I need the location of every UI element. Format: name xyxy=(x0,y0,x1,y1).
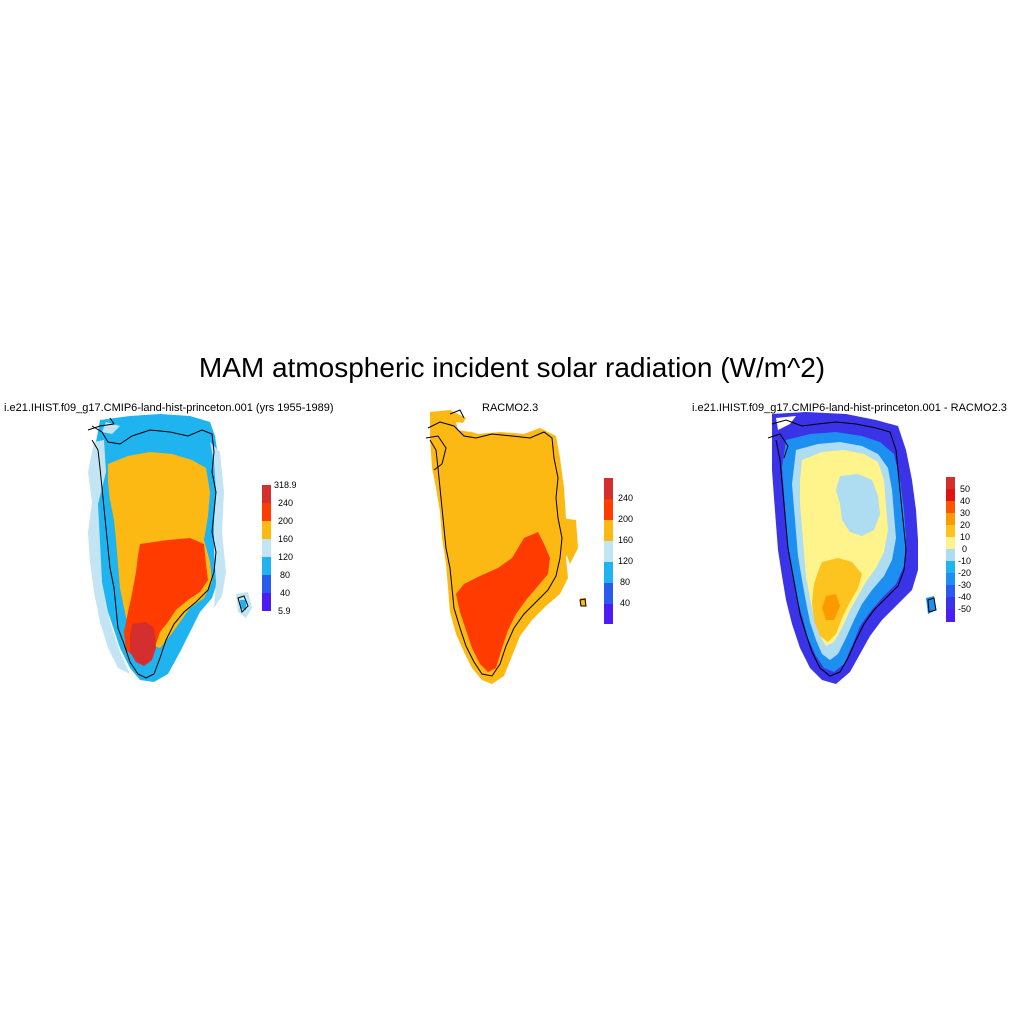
colorbar-diff-tick: -10 xyxy=(958,556,972,566)
colorbar-obs-tick: 80 xyxy=(620,577,631,587)
map-model xyxy=(87,414,252,682)
colorbar-obs-tick: 40 xyxy=(620,598,631,608)
colorbar-diff-tick: -30 xyxy=(958,580,972,590)
map-obs xyxy=(425,409,587,684)
colorbar-diff-swatch xyxy=(946,597,955,609)
colorbar-diff-tick: 40 xyxy=(960,496,971,506)
map-diff xyxy=(767,412,937,684)
colorbar-diff-swatch xyxy=(946,573,955,585)
colorbar-obs-tick: 240 xyxy=(618,493,634,503)
figure-title: MAM atmospheric incident solar radiation… xyxy=(198,352,826,383)
map-model-light-fringe xyxy=(88,440,130,674)
panel-title-model: i.e21.IHIST.f09_g17.CMIP6-land-hist-prin… xyxy=(4,402,334,414)
colorbar-obs-tick: 200 xyxy=(618,514,634,524)
colorbar-model-swatch xyxy=(262,521,271,539)
panel-title-diff: i.e21.IHIST.f09_g17.CMIP6-land-hist-prin… xyxy=(692,402,1007,414)
colorbar-obs-swatch xyxy=(604,541,613,562)
colorbar-obs-swatch xyxy=(604,499,613,520)
colorbar-model-swatch xyxy=(262,485,271,503)
colorbar-diff-swatch xyxy=(946,561,955,573)
colorbar-model-swatch xyxy=(262,503,271,521)
colorbar-model-swatch xyxy=(262,593,271,611)
colorbar-obs-tick: 120 xyxy=(618,556,634,566)
colorbar-model-tick: 40 xyxy=(280,588,291,598)
colorbar-model-tick: 318.9 xyxy=(274,480,297,490)
colorbar-obs-swatch xyxy=(604,604,613,624)
colorbar-diff-swatch xyxy=(946,525,955,537)
colorbar-model-tick: 80 xyxy=(280,570,291,580)
map-obs-coastline xyxy=(427,421,563,677)
map-obs-red-region xyxy=(456,532,550,672)
colorbar-model-swatch xyxy=(262,575,271,593)
colorbar-diff-tick: 30 xyxy=(960,508,971,518)
colorbar-diff-swatch xyxy=(946,585,955,597)
colorbar-diff-tick: 0 xyxy=(962,544,968,554)
colorbar-model-swatch xyxy=(262,557,271,575)
colorbar-diff-swatch xyxy=(946,513,955,525)
colorbar-diff-swatch xyxy=(946,501,955,513)
colorbar-diff-swatch xyxy=(946,537,955,549)
colorbar-obs-swatch xyxy=(604,520,613,541)
colorbar-model-swatch xyxy=(262,539,271,557)
colorbar-diff-tick: -20 xyxy=(958,568,972,578)
colorbar-diff-tick: -40 xyxy=(958,592,972,602)
colorbar-model-tick: 240 xyxy=(278,498,294,508)
colorbar-diff-swatch xyxy=(946,549,955,561)
colorbar-model-tick: 5.9 xyxy=(278,606,291,616)
colorbar-diff-swatch xyxy=(946,609,955,622)
colorbar-obs-tick: 160 xyxy=(618,535,634,545)
colorbar-diff-tick: 50 xyxy=(960,484,971,494)
map-diff-core xyxy=(836,474,880,536)
colorbar-diff-swatch xyxy=(946,489,955,501)
colorbar-obs-swatch xyxy=(604,583,613,604)
map-diff-coastline xyxy=(771,419,907,677)
colorbar-obs-swatch xyxy=(604,478,613,499)
colorbar-diff: 50 40 30 20 10 0 -10 -20 -30 -40 -50 xyxy=(946,477,986,623)
panel-title-obs: RACMO2.3 xyxy=(482,402,539,414)
colorbar-obs: 240 200 160 120 80 40 xyxy=(604,478,644,624)
colorbar-diff-tick: 10 xyxy=(960,532,971,542)
colorbar-obs-swatch xyxy=(604,562,613,583)
map-model-darkred-region xyxy=(130,622,156,666)
colorbar-model: 318.9 240 200 160 120 80 40 5.9 xyxy=(262,480,322,616)
colorbar-model-tick: 120 xyxy=(278,552,294,562)
map-model-coastline xyxy=(91,425,217,679)
colorbar-model-tick: 200 xyxy=(278,516,294,526)
colorbar-model-tick: 160 xyxy=(278,534,294,544)
colorbar-diff-tick: -50 xyxy=(958,604,972,614)
colorbar-diff-tick: 20 xyxy=(960,520,971,530)
colorbar-diff-swatch xyxy=(946,477,955,489)
